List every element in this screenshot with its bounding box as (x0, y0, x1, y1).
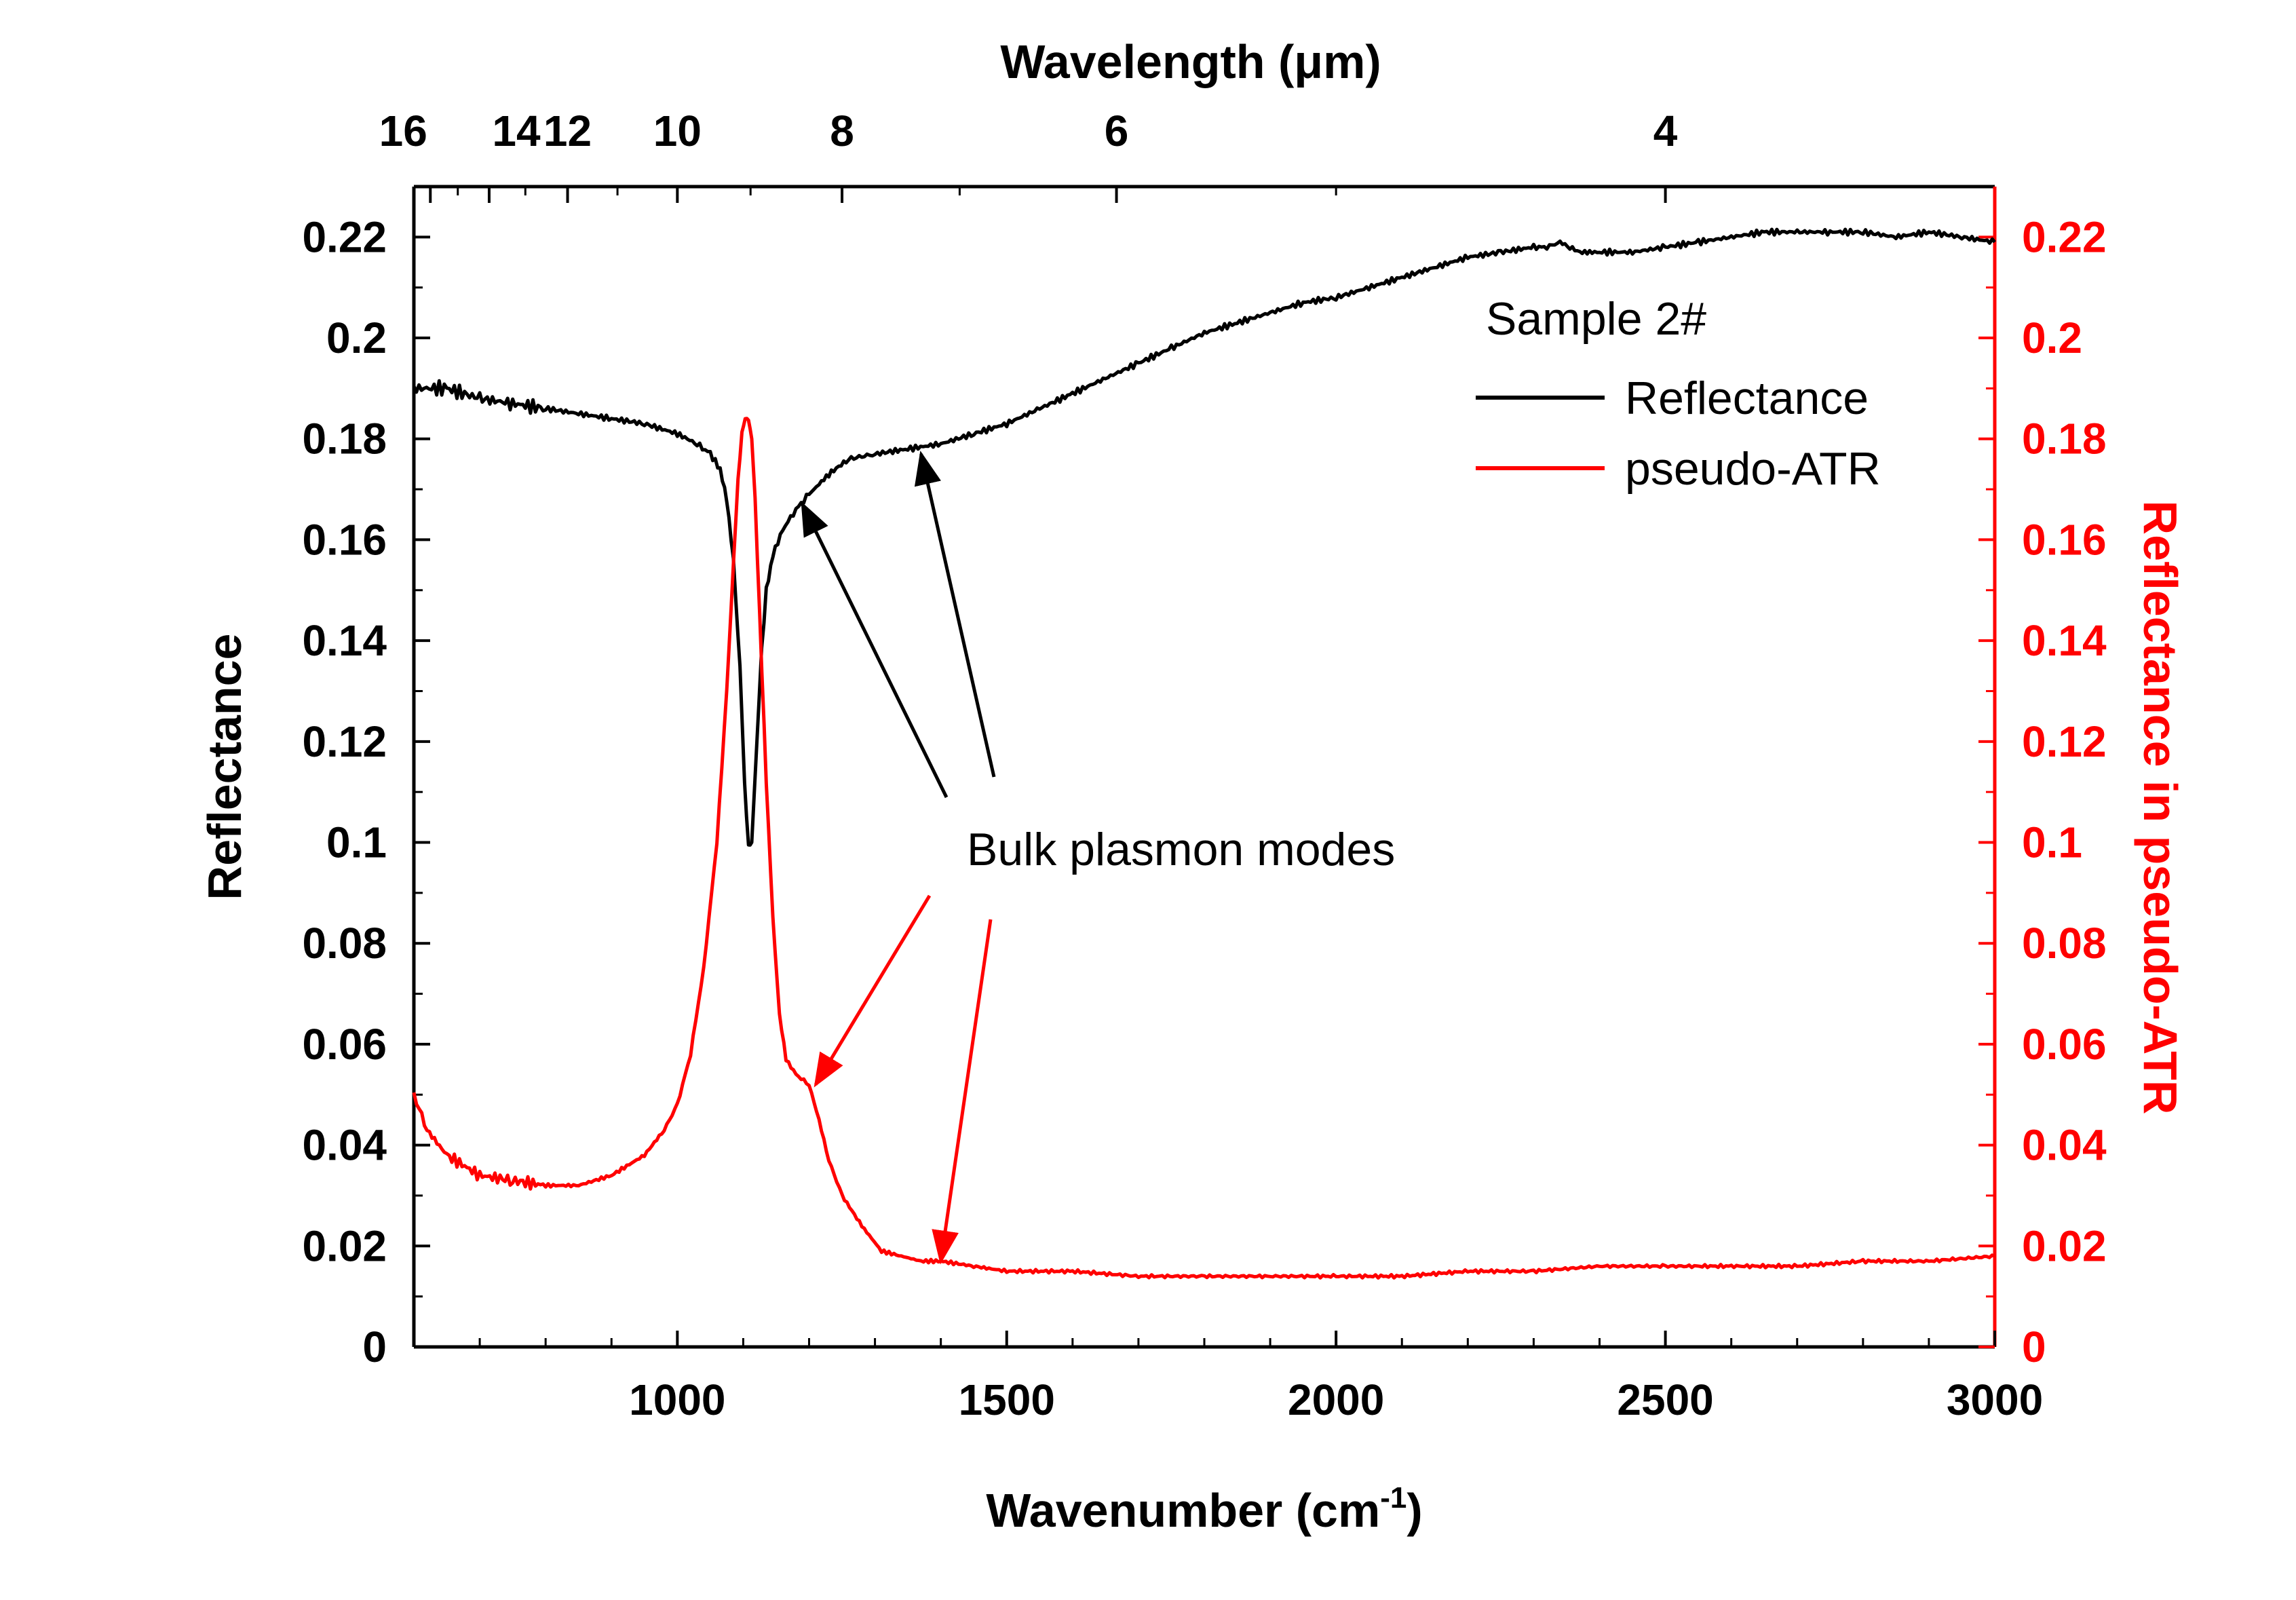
x2-tick-label: 4 (1653, 107, 1678, 155)
legend-label-reflectance: Reflectance (1625, 373, 1869, 424)
x2-tick-label: 16 (379, 107, 427, 155)
y2-tick-label: 0.06 (2022, 1020, 2107, 1069)
x-tick-label: 1500 (959, 1375, 1055, 1424)
y-tick-label: 0.04 (302, 1121, 387, 1170)
y-tick-label: 0.22 (302, 212, 387, 261)
x-axis-title-suffix: ) (1407, 1484, 1422, 1537)
y-axis-title: Reflectance (198, 634, 251, 900)
y-tick-label: 0.06 (302, 1020, 387, 1069)
y2-tick-label: 0.22 (2022, 212, 2107, 261)
x-axis-title-main: Wavenumber (cm (986, 1484, 1380, 1537)
y-tick-label: 0.08 (302, 919, 387, 968)
x-tick-label: 2500 (1617, 1375, 1713, 1424)
y2-tick-label: 0 (2022, 1322, 2046, 1371)
y2-tick-label: 0.08 (2022, 919, 2107, 968)
y-tick-label: 0.14 (302, 616, 387, 665)
y-tick-label: 0 (362, 1322, 387, 1371)
x-tick-label: 2000 (1288, 1375, 1384, 1424)
right-axis-title: Reflectance in pseudo-ATR (2134, 501, 2187, 1115)
x-axis-title: Wavenumber (cm-1) (986, 1481, 1422, 1537)
x-tick-label: 1000 (629, 1375, 725, 1424)
series-line-pseudo-atr (412, 417, 1995, 1280)
plot-area (412, 185, 1997, 1349)
y2-tick-label: 0.2 (2022, 313, 2082, 362)
y2-tick-label: 0.02 (2022, 1221, 2107, 1270)
x2-tick-label: 6 (1105, 107, 1129, 155)
annotation-text: Bulk plasmon modes (967, 824, 1395, 875)
y2-tick-label: 0.14 (2022, 616, 2107, 665)
legend-label-pseudo-atr: pseudo-ATR (1625, 443, 1881, 495)
y-tick-label: 0.16 (302, 515, 387, 564)
series-layer (412, 227, 1996, 1280)
annotation-arrow-red (932, 919, 993, 1265)
x-axis-title-superscript: -1 (1380, 1481, 1407, 1515)
annotation-arrow-black (914, 451, 996, 778)
x-tick-label: 3000 (1947, 1375, 2043, 1424)
legend: Sample 2# Reflectance pseudo-ATR (1476, 293, 1881, 495)
x2-tick-label: 14 (492, 107, 541, 155)
annotation-layer (801, 451, 996, 1265)
y-tick-label: 0.2 (326, 313, 387, 362)
y-tick-label: 0.18 (302, 415, 387, 463)
y-tick-label: 0.12 (302, 717, 387, 766)
annotation-arrow-black (801, 501, 949, 799)
y2-tick-label: 0.1 (2022, 818, 2082, 867)
x2-tick-label: 8 (830, 107, 854, 155)
y-tick-label: 0.1 (326, 818, 387, 867)
x2-tick-label: 12 (543, 107, 592, 155)
x2-tick-label: 10 (653, 107, 702, 155)
top-axis-title: Wavelength (μm) (1000, 35, 1381, 88)
y2-tick-label: 0.04 (2022, 1121, 2107, 1170)
y2-tick-label: 0.16 (2022, 515, 2107, 564)
series-line-reflectance (412, 227, 1996, 847)
legend-title: Sample 2# (1486, 293, 1706, 345)
y2-tick-label: 0.18 (2022, 415, 2107, 463)
y-tick-label: 0.02 (302, 1221, 387, 1270)
y2-tick-label: 0.12 (2022, 717, 2107, 766)
annotation-arrow-red (814, 894, 932, 1088)
